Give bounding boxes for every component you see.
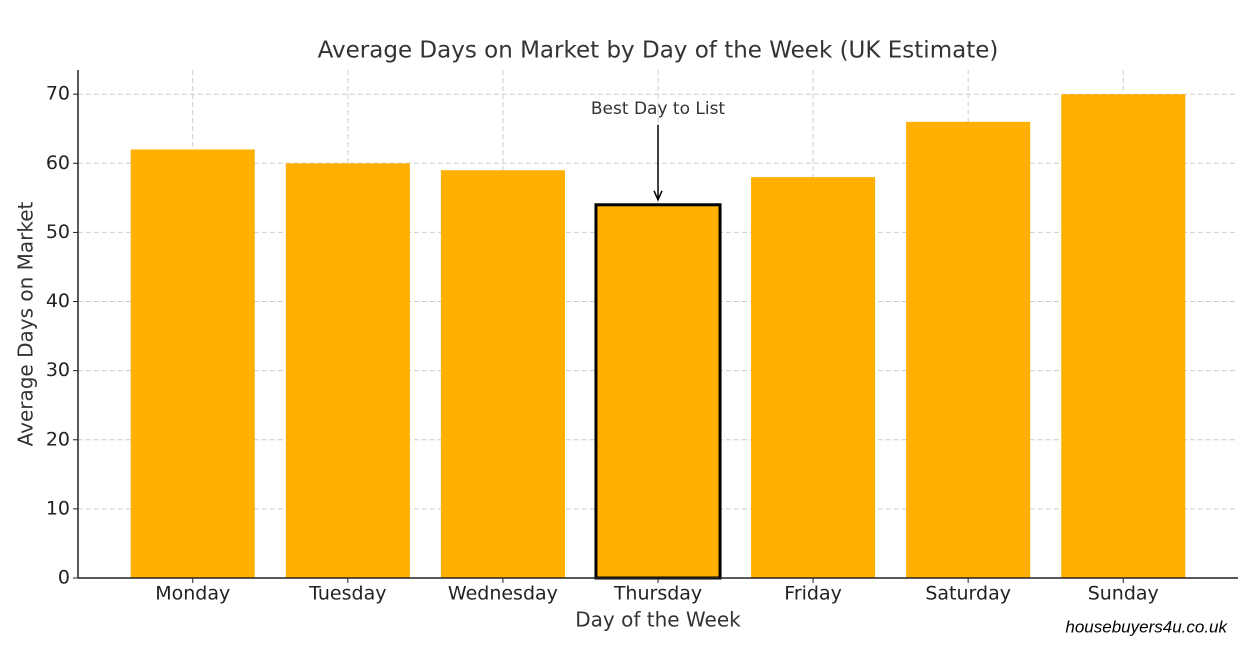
bar [440,170,565,578]
y-axis-label: Average Days on Market [14,201,38,446]
bar [130,149,255,579]
x-tick-label: Saturday [925,583,1011,605]
bar [285,163,410,578]
y-tick-label: 30 [46,359,70,381]
y-tick-label: 70 [46,83,70,105]
x-tick-label: Thursday [613,583,702,605]
x-tick-label: Monday [155,583,230,605]
y-tick-label: 50 [46,221,70,243]
x-axis-label: Day of the Week [575,608,741,632]
x-tick-label: Tuesday [308,583,386,605]
watermark: housebuyers4u.co.uk [1065,617,1228,636]
y-tick-label: 60 [46,152,70,174]
bar [751,177,876,578]
y-tick-label: 10 [46,497,70,519]
x-tick-label: Sunday [1088,583,1159,605]
bar [1061,94,1186,578]
bar [594,203,722,580]
y-tick-label: 0 [58,567,70,589]
chart-title: Average Days on Market by Day of the Wee… [318,38,999,64]
x-tick-label: Friday [784,583,842,605]
x-tick-label: Wednesday [448,583,558,605]
bar [906,121,1031,578]
y-tick-label: 20 [46,428,70,450]
annotation-arrowhead [653,190,663,202]
y-tick-label: 40 [46,290,70,312]
annotation-text: Best Day to List [591,99,726,119]
